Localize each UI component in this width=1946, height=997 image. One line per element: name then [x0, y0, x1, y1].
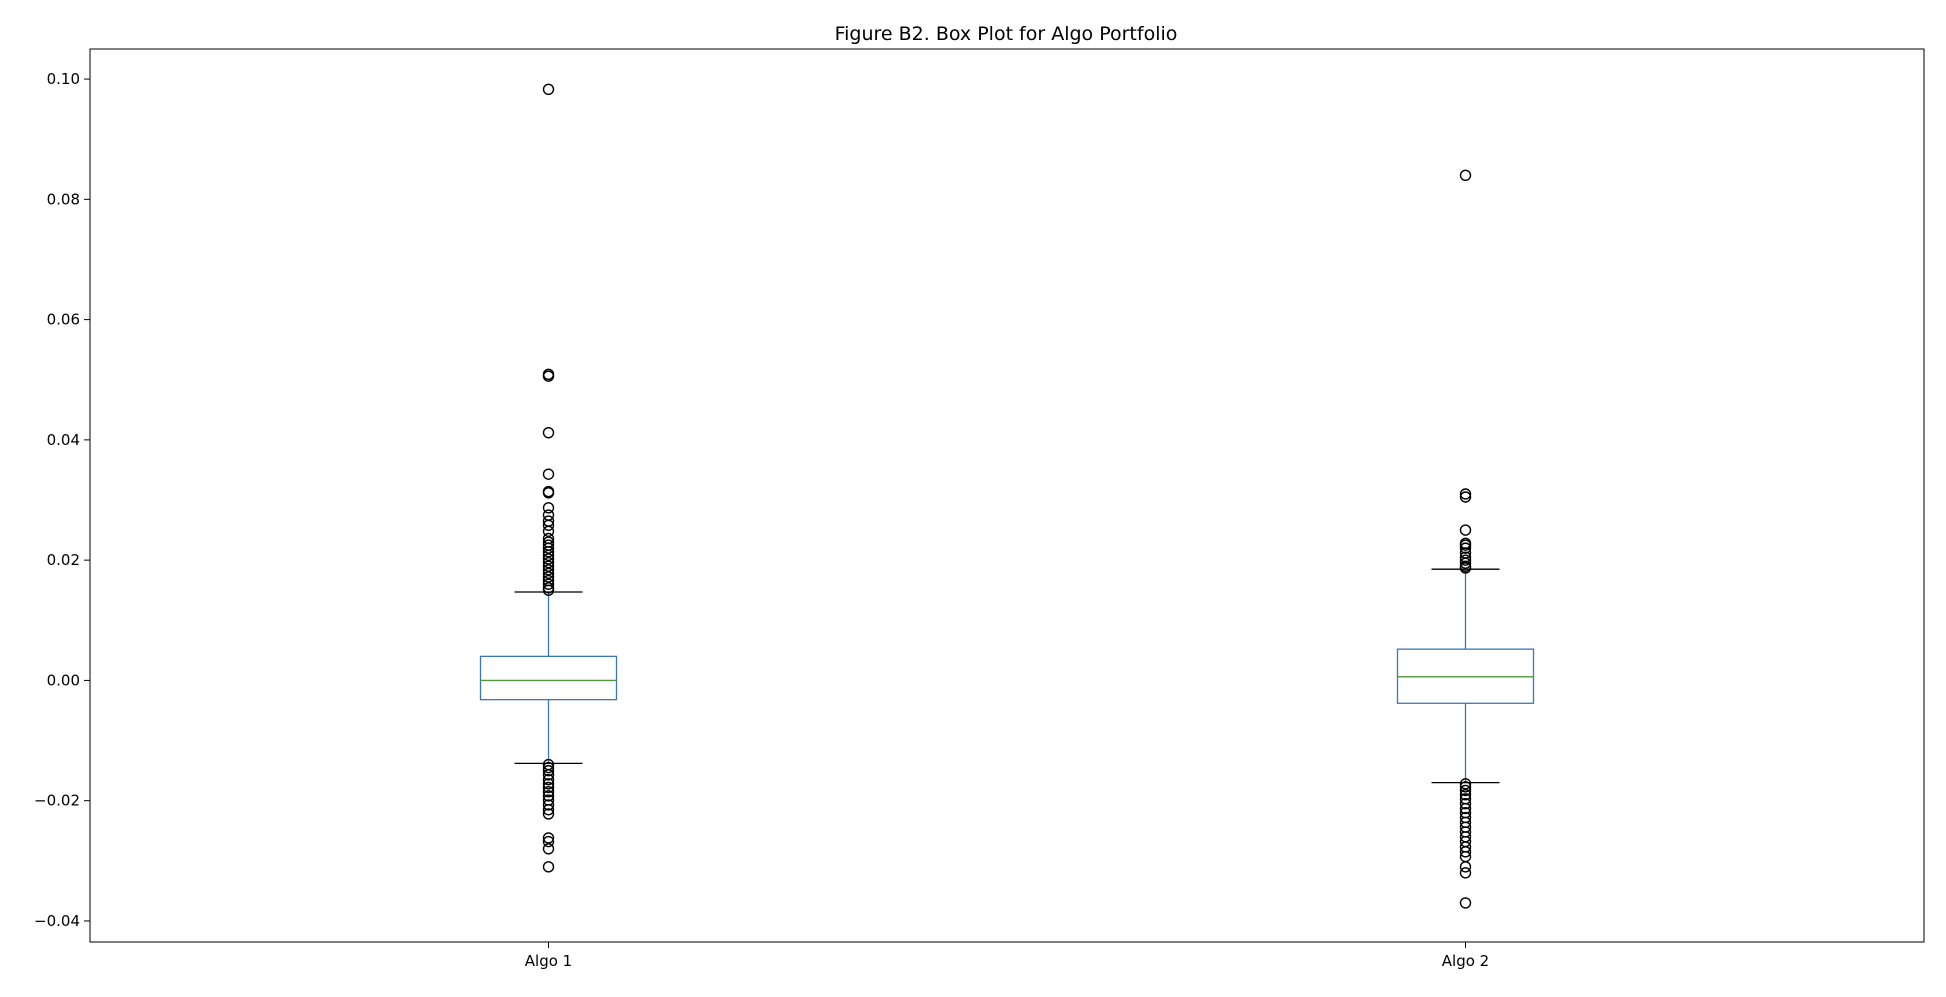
outlier-point: [542, 83, 555, 95]
outlier-point: [1459, 539, 1472, 551]
outlier-point: [1459, 897, 1472, 909]
outlier-point: [1459, 488, 1472, 500]
outlier-point: [542, 553, 555, 565]
outlier-point: [1459, 557, 1472, 569]
outlier-point: [542, 546, 555, 558]
outlier-point: [1459, 802, 1472, 815]
x-tick-label: Algo 1: [525, 952, 572, 970]
outlier-point: [542, 556, 555, 569]
outlier-point: [1459, 554, 1472, 566]
outlier-point: [542, 560, 555, 572]
y-tick-label: 0.00: [47, 671, 80, 689]
outlier-point: [1459, 562, 1472, 574]
outlier-point: [1459, 797, 1472, 810]
outlier-point: [1459, 846, 1472, 858]
outlier-point: [542, 567, 555, 580]
outlier-point: [542, 835, 555, 848]
outlier-point: [542, 785, 555, 798]
chart-title: Figure B2. Box Plot for Algo Portfolio: [835, 23, 1178, 45]
outlier-point: [542, 549, 555, 562]
outlier-point: [542, 799, 555, 811]
outlier-point: [542, 571, 555, 583]
outlier-point: [542, 578, 555, 590]
outlier-point: [542, 778, 555, 790]
box-group: [1396, 169, 1535, 909]
x-tick-label: Algo 2: [1442, 952, 1489, 970]
outlier-point: [542, 525, 555, 537]
outlier-point: [542, 764, 555, 777]
outlier-point: [542, 781, 555, 794]
outlier-point: [542, 468, 555, 480]
outlier-point: [1459, 778, 1472, 790]
y-tick-label: 0.04: [47, 431, 80, 449]
plot-area-frame: [89, 48, 1925, 943]
outlier-point: [542, 832, 555, 844]
outlier-point: [542, 804, 555, 816]
outlier-point: [542, 843, 555, 855]
outlier-point: [542, 761, 555, 774]
outlier-point: [1459, 784, 1472, 797]
outlier-point: [542, 542, 555, 554]
outlier-point: [1459, 781, 1472, 793]
outlier-point: [542, 519, 555, 531]
outlier-point: [1459, 542, 1472, 554]
outlier-point: [542, 426, 555, 439]
y-tick-label: 0.08: [47, 190, 80, 208]
y-tick-label: 0.06: [47, 311, 80, 329]
outlier-point: [1459, 551, 1472, 563]
box-group: [479, 83, 618, 873]
outlier-point: [542, 808, 555, 820]
outlier-point: [542, 790, 555, 802]
outlier-point: [1459, 491, 1472, 503]
outlier-point: [542, 487, 555, 499]
y-tick-label: 0.10: [47, 70, 80, 88]
outlier-point: [1459, 169, 1472, 181]
outlier-point: [1459, 867, 1472, 879]
outlier-point: [542, 564, 555, 576]
outlier-point: [542, 861, 555, 873]
y-tick-label: −0.04: [34, 912, 80, 930]
outlier-point: [542, 773, 555, 786]
y-tick-label: −0.02: [34, 792, 80, 810]
outlier-point: [542, 769, 555, 781]
outlier-point: [1459, 861, 1472, 873]
y-tick-label: 0.02: [47, 551, 80, 569]
y-axis: 0.10 0.08 0.06 0.04 0.02 0.00 −0.02 −0.04: [34, 70, 90, 930]
outlier-point: [542, 584, 555, 596]
outlier-point: [1459, 788, 1472, 801]
box-series: [479, 83, 1535, 909]
x-axis: Algo 1 Algo 2: [525, 942, 1489, 970]
outlier-point: [542, 502, 555, 514]
outlier-point: [1459, 524, 1472, 536]
box-iqr: [479, 655, 618, 701]
outlier-point: [542, 370, 555, 382]
